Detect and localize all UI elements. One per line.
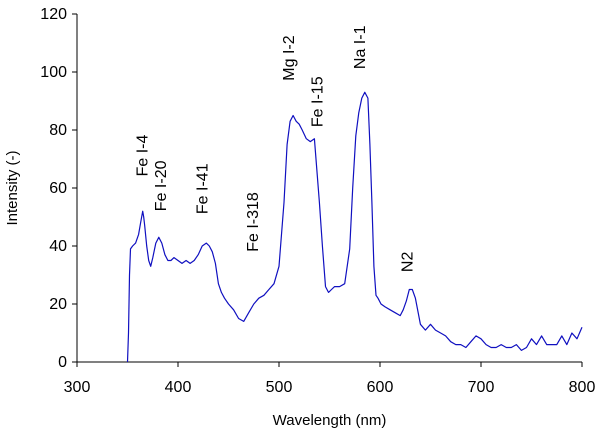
y-tick-label: 0 — [58, 354, 67, 371]
peak-label: Fe I-318 — [245, 192, 262, 252]
x-tick-label: 400 — [165, 379, 192, 396]
x-tick-label: 700 — [468, 379, 495, 396]
series-group — [126, 91, 583, 363]
y-tick-label: 80 — [49, 122, 67, 139]
y-axis-ticks: 0 20 40 60 80 100 120 — [40, 6, 77, 371]
peak-label: Fe I-15 — [309, 76, 326, 127]
spectrum-line — [126, 91, 583, 363]
peak-label: Mg I-2 — [281, 35, 298, 80]
peak-label: Na I-1 — [352, 25, 369, 69]
x-tick-label: 600 — [367, 379, 394, 396]
peak-label: N2 — [399, 252, 416, 273]
x-axis-title: Wavelength (nm) — [273, 412, 387, 429]
peak-label: Fe I-41 — [194, 163, 211, 214]
y-tick-label: 60 — [49, 180, 67, 197]
peak-label: Fe I-4 — [135, 135, 152, 177]
y-axis-title: Intensity (-) — [4, 150, 21, 225]
x-tick-label: 800 — [569, 379, 596, 396]
peak-label: Fe I-20 — [153, 160, 170, 211]
y-tick-label: 100 — [40, 64, 67, 81]
y-tick-label: 120 — [40, 6, 67, 23]
x-axis-ticks: 300 400 500 600 700 800 — [64, 362, 596, 396]
x-tick-label: 300 — [64, 379, 91, 396]
x-tick-label: 500 — [266, 379, 293, 396]
y-tick-label: 40 — [49, 238, 67, 255]
peak-annotations: Fe I-4Fe I-20 Fe I-41 Fe I-318 Mg I-2 Fe I-1… — [135, 25, 417, 272]
y-tick-label: 20 — [49, 296, 67, 313]
